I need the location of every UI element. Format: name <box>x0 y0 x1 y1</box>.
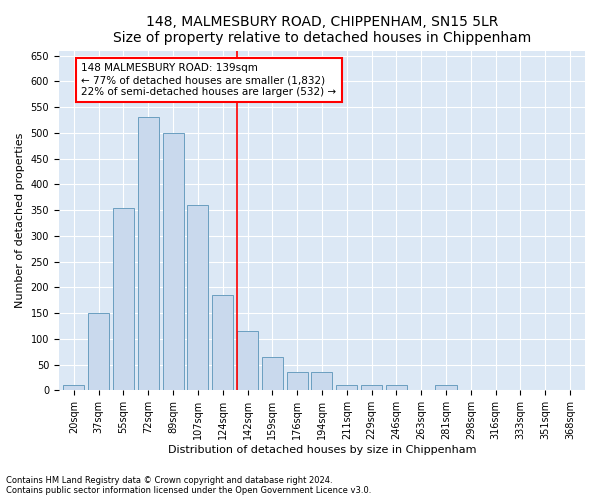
Bar <box>262 357 283 390</box>
Bar <box>113 208 134 390</box>
Text: 148 MALMESBURY ROAD: 139sqm
← 77% of detached houses are smaller (1,832)
22% of : 148 MALMESBURY ROAD: 139sqm ← 77% of det… <box>81 64 337 96</box>
Bar <box>386 385 407 390</box>
Bar <box>361 385 382 390</box>
Bar <box>287 372 308 390</box>
X-axis label: Distribution of detached houses by size in Chippenham: Distribution of detached houses by size … <box>168 445 476 455</box>
Bar <box>336 385 358 390</box>
Bar <box>311 372 332 390</box>
Text: Contains HM Land Registry data © Crown copyright and database right 2024.
Contai: Contains HM Land Registry data © Crown c… <box>6 476 371 495</box>
Bar <box>436 385 457 390</box>
Title: 148, MALMESBURY ROAD, CHIPPENHAM, SN15 5LR
Size of property relative to detached: 148, MALMESBURY ROAD, CHIPPENHAM, SN15 5… <box>113 15 531 45</box>
Bar <box>237 331 258 390</box>
Bar <box>187 205 208 390</box>
Bar <box>163 133 184 390</box>
Bar <box>63 385 85 390</box>
Bar <box>212 295 233 390</box>
Y-axis label: Number of detached properties: Number of detached properties <box>15 133 25 308</box>
Bar <box>137 118 159 390</box>
Bar <box>88 313 109 390</box>
